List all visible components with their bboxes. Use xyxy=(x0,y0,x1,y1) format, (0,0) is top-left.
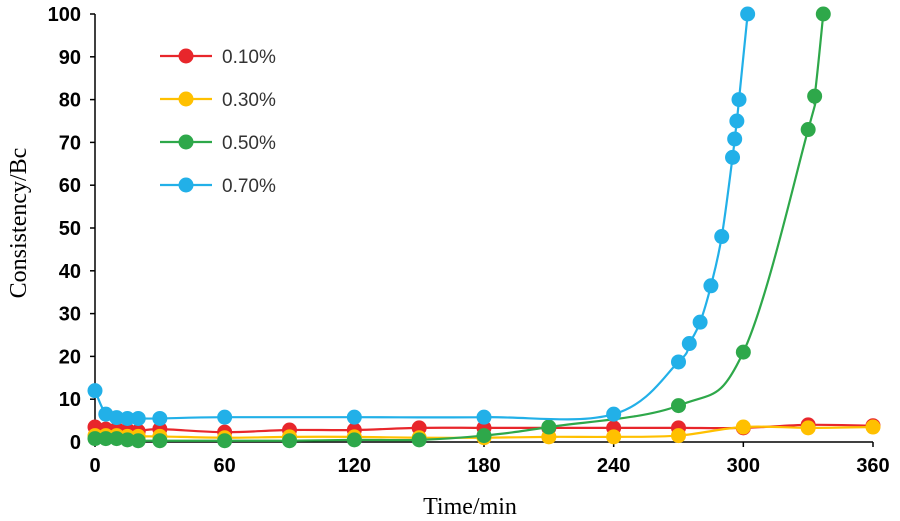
data-point xyxy=(152,433,168,449)
data-point xyxy=(671,398,686,414)
data-point xyxy=(800,420,816,436)
plot-area xyxy=(87,6,881,449)
series-line-3 xyxy=(93,13,749,421)
x-tick-label: 360 xyxy=(856,455,889,477)
data-point xyxy=(681,336,697,352)
data-point xyxy=(217,433,233,449)
y-tick-label: 80 xyxy=(59,90,81,112)
x-tick-label: 240 xyxy=(597,455,630,477)
data-point xyxy=(740,6,756,22)
data-point xyxy=(606,406,622,422)
y-tick-label: 90 xyxy=(59,47,81,69)
data-point xyxy=(671,354,686,370)
data-point xyxy=(671,428,686,444)
data-point xyxy=(476,409,492,425)
y-tick-label: 100 xyxy=(48,4,81,26)
legend-marker xyxy=(178,91,194,107)
x-tick-label: 120 xyxy=(338,455,371,477)
data-point xyxy=(217,409,233,425)
data-point xyxy=(87,431,103,447)
series-line-2 xyxy=(95,13,825,442)
y-tick-label: 40 xyxy=(59,261,81,283)
data-point xyxy=(130,410,146,426)
x-tick-label: 60 xyxy=(214,455,236,477)
data-point xyxy=(735,419,751,435)
x-axis-title: Time/min xyxy=(423,494,517,520)
data-point xyxy=(98,431,114,447)
legend-label: 0.70% xyxy=(222,176,276,197)
data-point xyxy=(119,410,135,426)
data-point xyxy=(727,131,743,147)
data-point xyxy=(411,432,427,448)
y-axis-title: Consistency/Bc xyxy=(6,148,32,299)
y-tick-label: 60 xyxy=(59,175,81,197)
data-point xyxy=(807,88,823,104)
legend-marker xyxy=(178,134,194,150)
data-point xyxy=(865,419,881,435)
legend-label: 0.10% xyxy=(222,47,276,68)
data-point xyxy=(692,314,708,330)
x-tick-label: 180 xyxy=(467,455,500,477)
legend-label: 0.50% xyxy=(222,133,276,154)
data-point xyxy=(815,6,831,22)
y-tick-label: 70 xyxy=(59,132,81,154)
data-point xyxy=(130,433,146,449)
y-tick-label: 20 xyxy=(59,346,81,368)
y-tick-label: 50 xyxy=(59,218,81,240)
data-point xyxy=(282,433,297,449)
y-tick-label: 10 xyxy=(59,389,81,411)
y-tick-label: 30 xyxy=(59,304,81,326)
data-point xyxy=(109,410,125,426)
x-tick-label: 300 xyxy=(727,455,760,477)
data-point xyxy=(703,278,719,294)
data-point xyxy=(725,149,741,165)
data-point xyxy=(729,113,745,129)
data-point xyxy=(606,429,622,445)
data-point xyxy=(731,92,747,108)
data-point xyxy=(119,432,135,448)
data-point xyxy=(346,409,362,425)
data-point xyxy=(735,344,751,360)
legend-label: 0.30% xyxy=(222,90,276,111)
axes: 0 10 20 30 40 50 60 70 80 90 100 0 60 120 180 240 300 360 xyxy=(48,4,890,477)
legend: 0.10% 0.30% 0.50% 0.70% xyxy=(160,47,276,197)
data-point xyxy=(541,419,557,435)
legend-marker xyxy=(178,177,194,193)
data-point xyxy=(152,410,168,426)
legend-marker xyxy=(178,48,194,64)
y-tick-label: 0 xyxy=(70,432,81,454)
data-point xyxy=(346,432,362,448)
data-point xyxy=(714,229,730,245)
data-point xyxy=(476,428,492,444)
data-point xyxy=(87,383,103,399)
x-tick-label: 0 xyxy=(89,455,100,477)
data-point xyxy=(800,122,816,138)
